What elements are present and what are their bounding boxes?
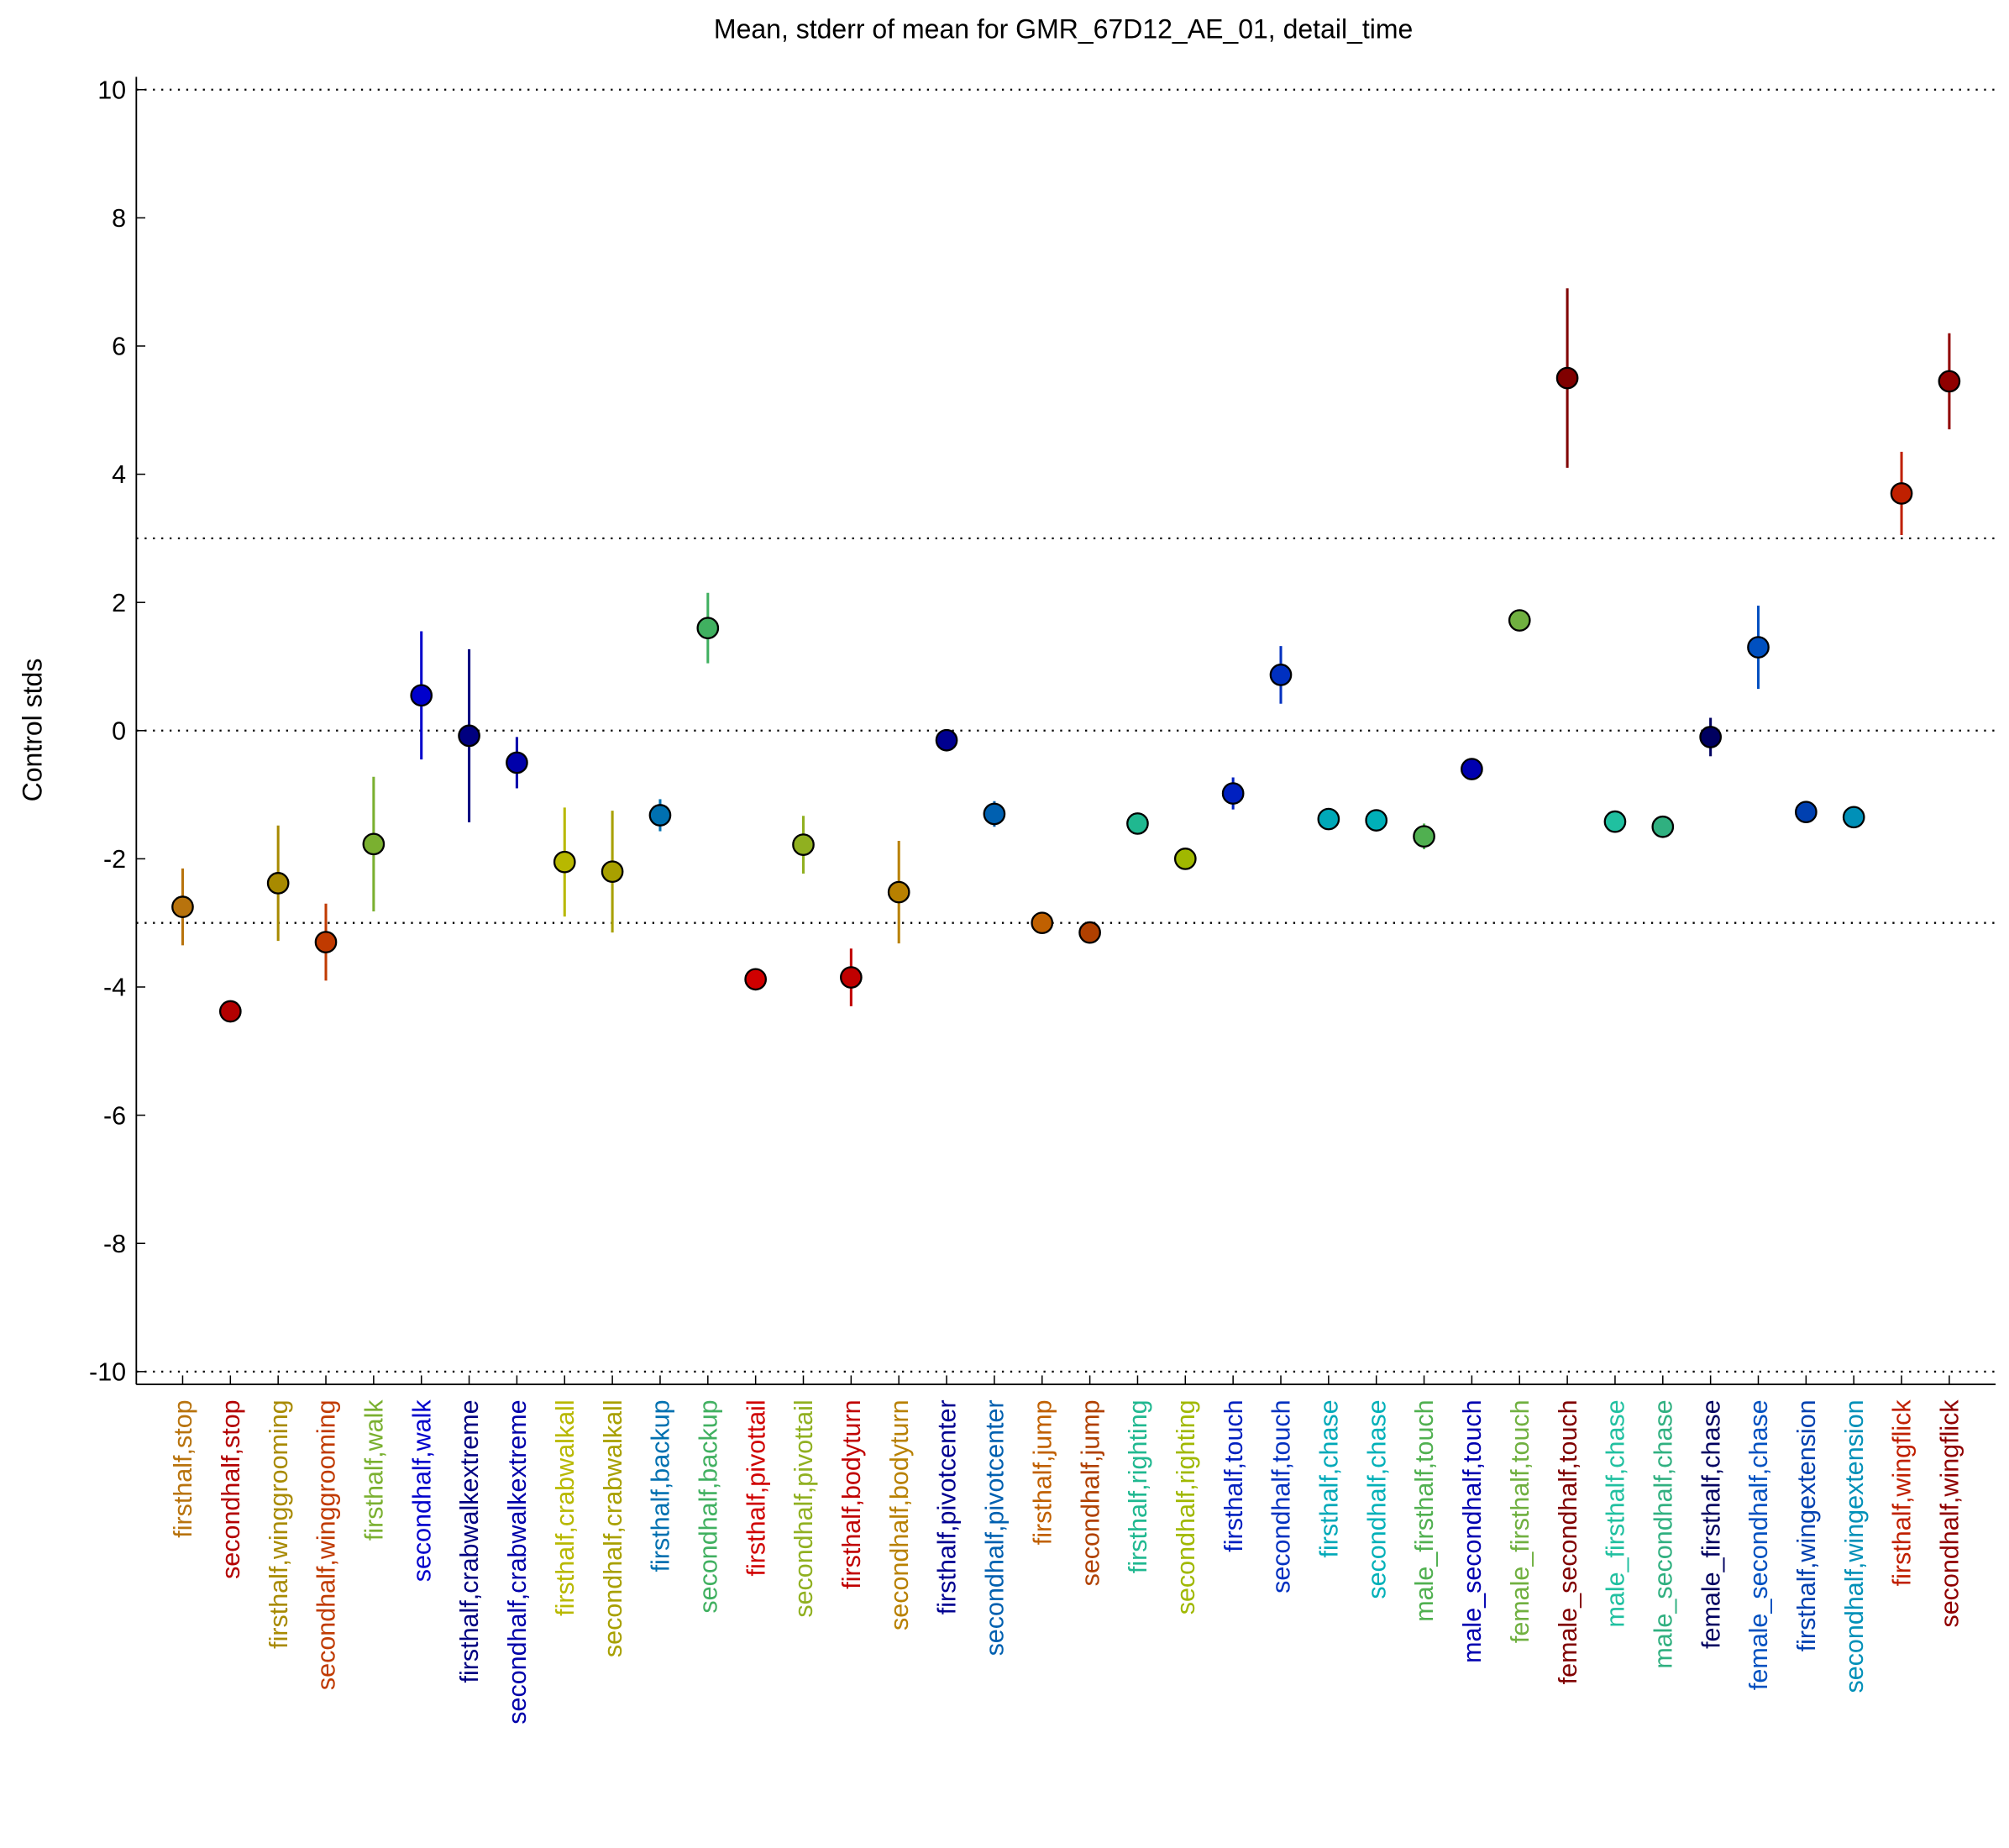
x-tick-label: firsthalf,pivottail — [742, 1399, 770, 1576]
x-tick-label: firsthalf,wingflick — [1888, 1399, 1917, 1587]
mean-marker — [840, 966, 863, 989]
x-tick-label: firsthalf,winggrooming — [265, 1399, 293, 1649]
mean-marker — [1842, 806, 1865, 829]
x-tick-label: firsthalf,stop — [169, 1399, 197, 1537]
mean-marker — [410, 684, 433, 707]
x-tick-label: firsthalf,touch — [1220, 1399, 1248, 1551]
mean-marker — [458, 724, 480, 748]
mean-marker — [1747, 636, 1770, 659]
y-tick-label: -4 — [103, 974, 126, 1002]
x-tick-label: firsthalf,pivotcenter — [933, 1399, 962, 1614]
chart-title: Mean, stderr of mean for GMR_67D12_AE_01… — [714, 14, 1413, 45]
y-tick-label: -6 — [103, 1101, 126, 1130]
y-tick-label: -8 — [103, 1230, 126, 1258]
y-tick-label: 4 — [112, 460, 126, 489]
x-tick-label: secondhalf,chase — [1362, 1399, 1391, 1599]
mean-marker — [1699, 726, 1722, 748]
mean-marker — [314, 931, 338, 953]
y-tick-label: 0 — [112, 717, 126, 745]
mean-marker — [1795, 801, 1818, 824]
x-tick-label: secondhalf,winggrooming — [312, 1399, 341, 1690]
x-tick-label: secondhalf,pivottail — [789, 1399, 818, 1617]
x-tick-label: secondhalf,bodyturn — [885, 1399, 914, 1630]
x-tick-label: firsthalf,jump — [1028, 1399, 1057, 1545]
x-tick-label: female_secondhalf,chase — [1744, 1399, 1773, 1690]
x-tick-label: firsthalf,backup — [647, 1399, 675, 1572]
x-tick-label: male_secondhalf,touch — [1458, 1399, 1487, 1663]
mean-marker — [887, 880, 910, 904]
mean-marker — [1078, 921, 1101, 944]
mean-marker — [1269, 664, 1293, 686]
y-tick-label: -10 — [89, 1358, 126, 1387]
x-tick-label: male_secondhalf,chase — [1649, 1399, 1677, 1668]
x-tick-label: secondhalf,jump — [1076, 1399, 1104, 1586]
x-tick-label: secondhalf,righting — [1172, 1399, 1200, 1614]
mean-marker — [648, 804, 672, 827]
x-tick-label: secondhalf,walk — [407, 1399, 436, 1583]
mean-marker — [744, 968, 767, 991]
x-tick-label: firsthalf,chase — [1315, 1399, 1344, 1557]
mean-marker — [362, 832, 386, 856]
y-tick-label: -2 — [103, 845, 126, 874]
mean-marker — [1413, 825, 1435, 848]
mean-marker — [1173, 848, 1197, 870]
mean-marker — [506, 751, 528, 774]
x-tick-label: secondhalf,touch — [1267, 1399, 1296, 1593]
mean-marker — [1603, 810, 1627, 833]
mean-marker — [696, 617, 720, 640]
y-axis-label: Control stds — [17, 659, 47, 802]
x-tick-label: secondhalf,crabwalkextreme — [503, 1399, 532, 1724]
x-tick-label: male_firsthalf,touch — [1410, 1399, 1439, 1621]
mean-marker — [1890, 482, 1913, 505]
mean-marker — [1938, 370, 1961, 393]
x-tick-label: firsthalf,bodyturn — [837, 1399, 866, 1588]
y-tick-label: 6 — [112, 333, 126, 361]
x-tick-label: female_secondhalf,touch — [1554, 1399, 1582, 1684]
x-tick-label: secondhalf,pivotcenter — [981, 1399, 1010, 1656]
mean-marker — [1317, 807, 1340, 831]
mean-marker — [553, 850, 576, 874]
mean-marker — [1031, 911, 1054, 935]
mean-marker — [983, 802, 1006, 826]
x-tick-label: secondhalf,wingflick — [1936, 1399, 1964, 1628]
x-tick-label: secondhalf,wingextension — [1840, 1399, 1869, 1693]
mean-marker — [171, 895, 194, 918]
x-tick-label: firsthalf,righting — [1124, 1399, 1152, 1573]
x-tick-label: firsthalf,wingextension — [1792, 1399, 1821, 1651]
x-tick-label: firsthalf,walk — [360, 1399, 389, 1541]
mean-marker — [601, 860, 624, 883]
mean-marker — [218, 1000, 242, 1023]
mean-marker — [266, 872, 290, 895]
mean-marker — [1221, 782, 1245, 805]
x-tick-label: firsthalf,crabwalkall — [551, 1399, 580, 1616]
mean-marker — [792, 833, 815, 856]
mean-marker — [1461, 758, 1483, 780]
x-tick-label: secondhalf,stop — [217, 1399, 245, 1579]
x-tick-label: male_firsthalf,chase — [1602, 1399, 1630, 1627]
mean-marker — [1365, 809, 1388, 832]
y-tick-label: 10 — [97, 76, 126, 104]
x-tick-label: female_firsthalf,touch — [1506, 1399, 1534, 1643]
mean-marker — [1508, 609, 1531, 632]
y-tick-label: 8 — [112, 204, 126, 233]
x-tick-label: secondhalf,backup — [694, 1399, 722, 1613]
x-tick-label: female_firsthalf,chase — [1697, 1399, 1725, 1649]
mean-marker — [1651, 815, 1675, 838]
mean-marker — [1555, 366, 1579, 390]
mean-marker — [1126, 812, 1149, 835]
y-tick-label: 2 — [112, 589, 126, 617]
mean-marker — [935, 728, 958, 752]
x-tick-label: firsthalf,crabwalkextreme — [455, 1399, 484, 1683]
x-tick-label: secondhalf,crabwalkall — [599, 1399, 627, 1657]
